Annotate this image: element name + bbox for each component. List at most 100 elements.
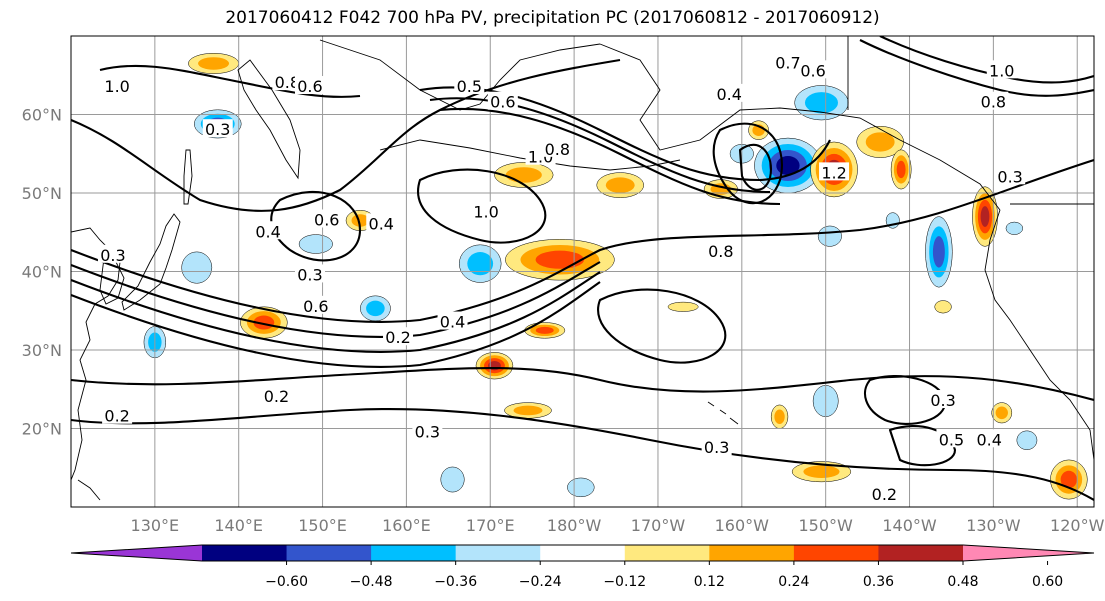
contour-label-bg — [294, 264, 325, 283]
precip-pc-shade — [351, 214, 370, 227]
pv-contour — [71, 58, 621, 212]
colorbar-tick-label: −0.60 — [265, 574, 308, 590]
pv-contour — [738, 143, 772, 191]
contour-label: 0.6 — [314, 210, 339, 229]
contour-label-bg — [97, 244, 128, 263]
contour-label: 0.4 — [976, 430, 1001, 449]
precip-pc-shade — [198, 57, 230, 70]
precip-pc-shade — [980, 206, 990, 227]
contour-label-bg — [772, 52, 803, 71]
contour-label-bg — [798, 60, 829, 79]
pv-contour — [429, 97, 771, 194]
colorbar-tick-label: 0.60 — [1032, 574, 1063, 590]
colorbar-tick-label: −0.48 — [350, 574, 393, 590]
contour-label: 0.2 — [264, 387, 289, 406]
latitude-labels: 20°N 30°N 40°N 50°N 60°N — [22, 106, 62, 439]
lon-tick-label: 140°E — [214, 516, 263, 535]
contour-label-bg — [454, 76, 485, 95]
lon-tick-label: 130°W — [966, 516, 1021, 535]
colorbar-segment — [286, 545, 372, 561]
pv-contour — [71, 408, 1094, 501]
pv-contour — [71, 281, 601, 368]
contour-label: 1.2 — [821, 163, 846, 182]
colorbar-tick-label: 0.48 — [947, 574, 978, 590]
precip-pc-shade — [803, 465, 840, 478]
precip-pc-shade — [181, 251, 213, 284]
colorbar-tick-label: −0.36 — [434, 574, 477, 590]
contour-label-bg — [102, 76, 133, 95]
contour-label-bg — [294, 76, 325, 95]
contour-label: 0.8 — [545, 140, 570, 159]
precip-pc-shade — [298, 234, 333, 254]
contour-label: 0.3 — [100, 246, 125, 265]
lon-tick-label: 130°E — [131, 516, 180, 535]
coastline-philippines — [77, 479, 101, 501]
contour-label-bg — [487, 91, 518, 110]
contour-label: 0.8 — [708, 242, 733, 261]
precip-pc-shade — [513, 405, 543, 416]
precip-pc-shade — [934, 300, 952, 314]
contour-label: 0.8 — [275, 73, 300, 92]
coastline-north-america — [984, 209, 1094, 461]
precip-pc-shade — [467, 252, 494, 276]
contour-label: 0.3 — [205, 120, 230, 139]
map-frame — [70, 35, 1095, 508]
contour-label: 0.2 — [104, 407, 129, 426]
lon-tick-label: 150°E — [298, 516, 347, 535]
precip-pc-shade — [1016, 430, 1038, 450]
lon-tick-label: 120°W — [1050, 516, 1105, 535]
pv-contour — [859, 39, 1094, 97]
precip-pc-shade — [817, 225, 842, 247]
precip-pc-shade — [804, 92, 838, 114]
contour-label-bg — [300, 295, 331, 314]
coastline-chukotka — [319, 39, 601, 111]
pv-contour — [417, 168, 547, 244]
pv-contour — [864, 375, 947, 425]
lat-tick-label: 50°N — [22, 184, 62, 203]
contour-label-bg — [383, 327, 414, 346]
contour-label-bg — [311, 209, 342, 228]
contour-label: 0.2 — [385, 328, 410, 347]
colorbar-extend-high — [963, 545, 1094, 561]
figure-title: 2017060412 F042 700 hPa PV, precipitatio… — [225, 8, 880, 28]
precip-pc-shade — [995, 406, 1008, 420]
lat-tick-label: 60°N — [22, 106, 62, 125]
pv-contour — [71, 366, 1094, 402]
precip-pc-shade — [1005, 221, 1023, 235]
coastline-hawaii — [707, 401, 739, 425]
lon-tick-label: 160°E — [382, 516, 431, 535]
contour-label: 1.0 — [473, 203, 498, 222]
contour-label-bg — [253, 221, 284, 240]
colorbar-segment — [371, 545, 457, 561]
colorbar-segment — [878, 545, 964, 561]
precip-pc-shade — [774, 409, 785, 424]
lon-tick-label: 140°W — [882, 516, 937, 535]
contour-label: 0.6 — [303, 297, 328, 316]
coastline-alaska — [599, 43, 1001, 211]
precip-pc-shade — [932, 236, 945, 268]
contour-label: 0.2 — [872, 485, 897, 504]
contour-label: 0.4 — [369, 214, 394, 233]
coastline-sakhalin — [183, 149, 193, 205]
contour-label-bg — [986, 60, 1017, 79]
colorbar-segment — [540, 545, 626, 561]
colorbar-outline — [70, 544, 1095, 562]
contour-label-bg — [714, 83, 745, 102]
pv-contour — [712, 122, 783, 205]
contour-label: 0.3 — [704, 438, 729, 457]
precip-pc-shade — [440, 466, 465, 493]
precip-pc-shade — [896, 160, 906, 179]
colorbar-segment — [709, 545, 795, 561]
contour-label: 0.5 — [939, 430, 964, 449]
contour-label: 0.5 — [457, 77, 482, 96]
pv-contour — [439, 107, 781, 206]
longitude-labels: 130°E 140°E 150°E 160°E 170°E 180°W 170°W 160°W… — [131, 516, 1105, 535]
colorbar-tick-label: 0.36 — [863, 574, 894, 590]
contour-label-bg — [705, 240, 736, 259]
lon-tick-label: 170°E — [466, 516, 515, 535]
contour-label: 0.3 — [297, 265, 322, 284]
colorbar — [70, 544, 1095, 562]
colorbar-segment — [202, 545, 288, 561]
pv-contour — [597, 288, 727, 364]
